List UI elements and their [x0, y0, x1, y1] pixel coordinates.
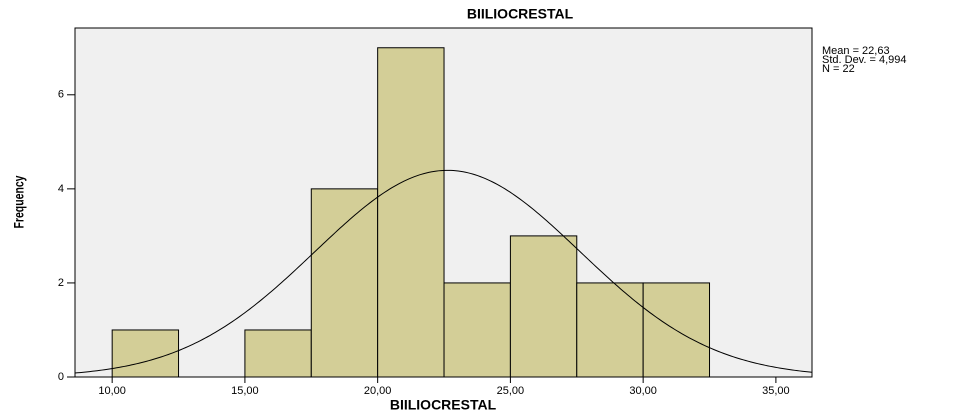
x-tick-label: 15,00 [231, 385, 259, 397]
y-tick-label: 0 [58, 371, 64, 383]
y-axis-label: Frequency [11, 175, 27, 228]
y-tick-label: 2 [58, 277, 64, 289]
x-tick-label: 10,00 [98, 385, 126, 397]
stats-annotation: Mean = 22,63 [822, 45, 890, 57]
bar [576, 282, 644, 378]
chart-title: BIILIOCRESTAL [467, 6, 574, 22]
stats-annotation: N = 22 [822, 63, 855, 75]
x-axis-label: BIILIOCRESTAL [390, 397, 497, 413]
bar [509, 235, 578, 378]
bar [310, 188, 379, 378]
bar [443, 282, 511, 378]
normal-curve [74, 169, 813, 374]
bar [111, 329, 180, 378]
stats-annotation: Std. Dev. = 4,994 [822, 54, 907, 66]
x-tick-label: 25,00 [497, 385, 525, 397]
x-tick-label: 35,00 [762, 385, 790, 397]
x-tick-label: 20,00 [364, 385, 392, 397]
y-tick-label: 4 [58, 183, 64, 195]
y-tick-label: 6 [58, 89, 64, 101]
bar [377, 47, 445, 378]
bar [244, 329, 312, 378]
x-tick-label: 30,00 [629, 385, 657, 397]
